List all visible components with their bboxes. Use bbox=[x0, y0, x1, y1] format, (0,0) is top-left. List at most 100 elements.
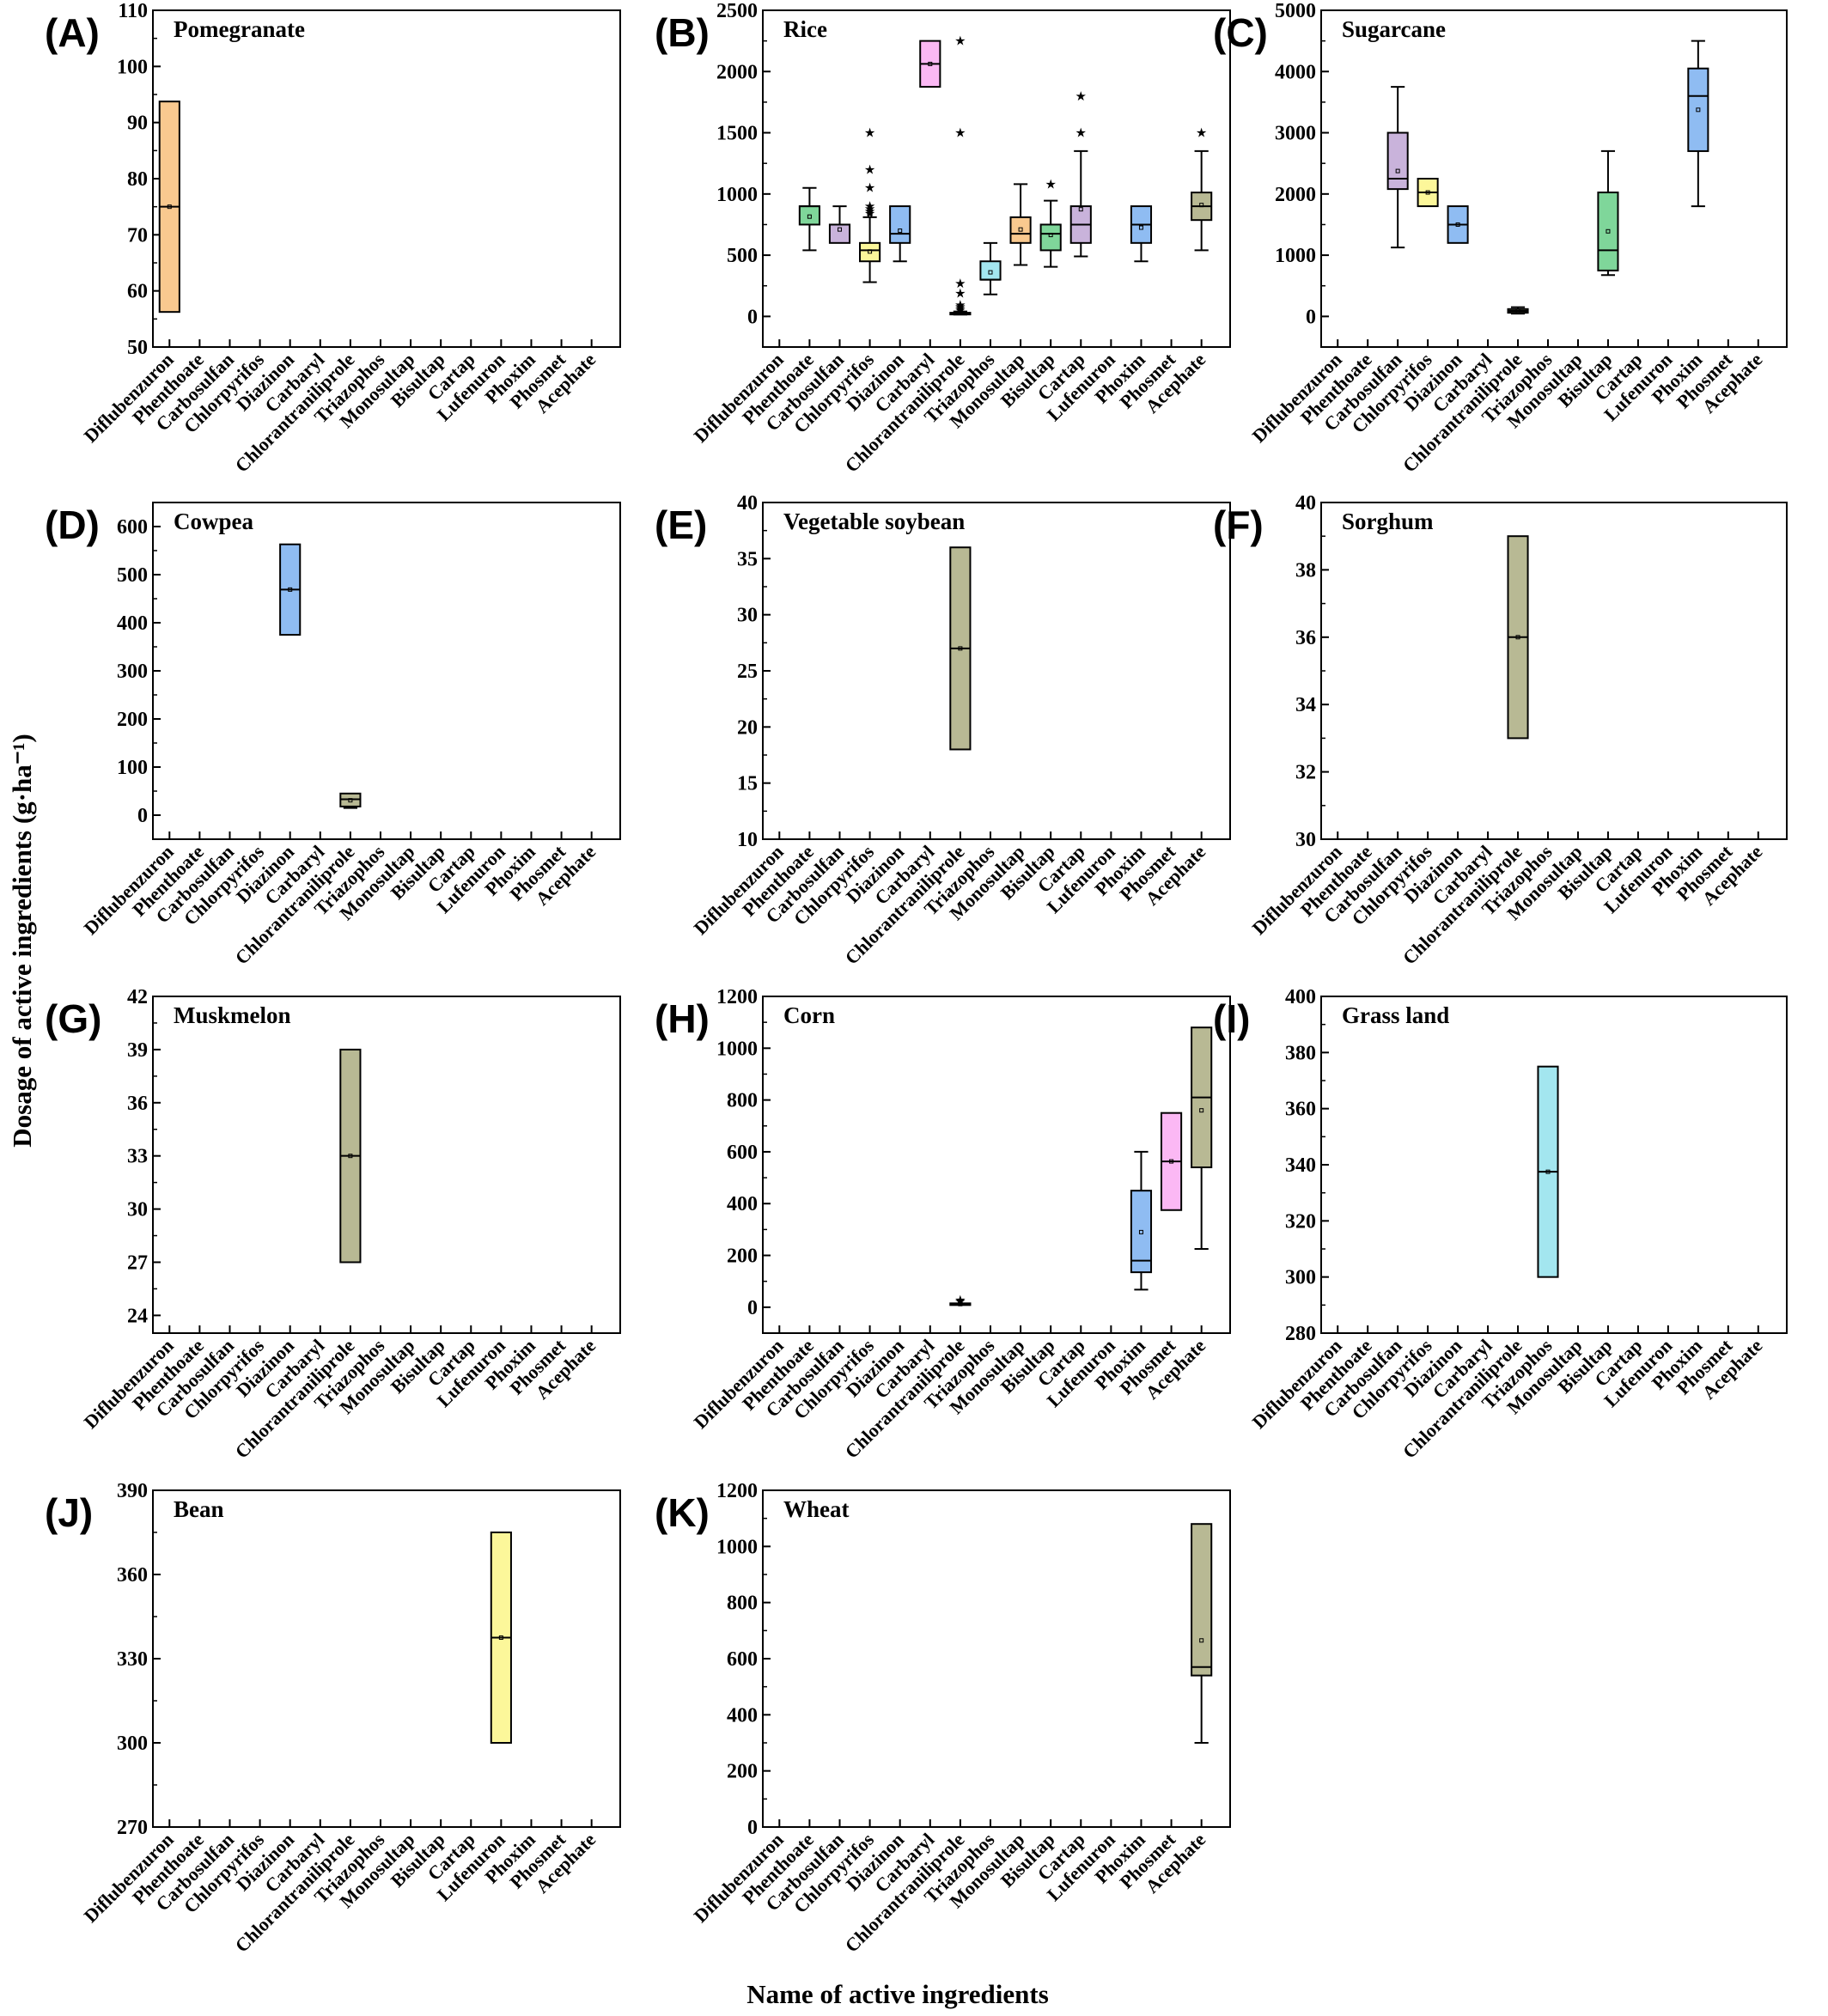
y-tick-label: 390 bbox=[117, 1480, 148, 1502]
box-mean bbox=[958, 1301, 963, 1306]
y-tick-label: 1500 bbox=[716, 123, 758, 145]
outlier-star: ★ bbox=[954, 33, 966, 49]
y-tick-label: 50 bbox=[127, 337, 148, 359]
y-tick-label: 100 bbox=[117, 56, 148, 78]
outlier-star: ★ bbox=[954, 297, 966, 313]
box-mean bbox=[1078, 207, 1083, 212]
box-chlorantraniliprole: ★★★★★★★★ bbox=[949, 33, 972, 318]
y-tick-label: 270 bbox=[117, 1817, 148, 1839]
box-iqr bbox=[1009, 216, 1032, 244]
panel-letter: (C) bbox=[1213, 10, 1268, 55]
box-mean bbox=[167, 204, 172, 210]
y-tick-label: 500 bbox=[727, 245, 758, 267]
y-tick-label: 40 bbox=[737, 492, 758, 515]
box-iqr bbox=[1039, 223, 1062, 252]
box-carbosulfan bbox=[828, 205, 851, 244]
y-tick-label: 200 bbox=[727, 1246, 758, 1268]
y-tick-label: 15 bbox=[737, 773, 758, 795]
y-tick-label: 1200 bbox=[716, 986, 758, 1008]
box-mean bbox=[958, 310, 963, 315]
box-phosmet bbox=[1160, 1112, 1183, 1211]
outlier-star: ★ bbox=[1075, 125, 1087, 141]
box-triazophos bbox=[979, 241, 1002, 295]
panel-rice: (B) Rice05001000150020002500Diflubenzuron… bbox=[655, 0, 1231, 477]
box-mean bbox=[1048, 233, 1053, 238]
panel-letter: (J) bbox=[45, 1490, 93, 1535]
panel-title: Vegetable soybean bbox=[783, 509, 965, 534]
panel-letter: (D) bbox=[45, 502, 100, 547]
plot-frame bbox=[1320, 9, 1788, 348]
y-tick-label: 500 bbox=[117, 564, 148, 587]
y-tick-label: 400 bbox=[727, 1704, 758, 1727]
outlier-star: ★ bbox=[954, 125, 966, 141]
y-tick-label: 360 bbox=[117, 1564, 148, 1587]
box-phoxim bbox=[1130, 205, 1153, 263]
box-mean bbox=[1199, 1638, 1204, 1643]
y-tick-label: 70 bbox=[127, 224, 148, 247]
box-mean bbox=[1696, 107, 1701, 113]
box-chlorantraniliprole bbox=[949, 546, 972, 751]
y-tick-label: 600 bbox=[727, 1142, 758, 1164]
box-chlorantraniliprole: ★★ bbox=[949, 1292, 972, 1309]
plot-frame bbox=[762, 9, 1231, 348]
panel-grass-land: (I) Grass land280300320340360380400Diflub… bbox=[1213, 986, 1788, 1463]
y-tick-label: 4000 bbox=[1275, 61, 1316, 83]
plot-frame bbox=[762, 996, 1231, 1334]
box-mean bbox=[1395, 168, 1400, 174]
y-tick-label: 10 bbox=[737, 829, 758, 851]
panel-wheat: (K) Wheat020040060080010001200Diflubenzur… bbox=[655, 1480, 1231, 1957]
plot-frame bbox=[152, 502, 621, 840]
box-phenthoate bbox=[798, 186, 820, 252]
outlier-star: ★ bbox=[1196, 125, 1207, 141]
box-chlorpyrifos bbox=[1417, 178, 1439, 208]
panel-letter: (E) bbox=[655, 502, 707, 547]
panel-letter: (F) bbox=[1213, 502, 1264, 547]
box-mean bbox=[837, 227, 842, 232]
y-axis-title: Dosage of active ingredients (g·ha⁻¹) bbox=[7, 734, 37, 1147]
panel-corn: (H) Corn020040060080010001200Diflubenzuro… bbox=[655, 986, 1231, 1463]
y-tick-label: 80 bbox=[127, 168, 148, 191]
y-tick-label: 27 bbox=[127, 1252, 148, 1274]
box-iqr bbox=[798, 205, 820, 226]
y-tick-label: 1000 bbox=[716, 1038, 758, 1060]
box-phoxim bbox=[1687, 40, 1709, 208]
box-iqr bbox=[889, 205, 911, 244]
outlier-star: ★ bbox=[864, 201, 875, 216]
plot-frame bbox=[762, 502, 1231, 840]
outlier-star: ★ bbox=[1075, 88, 1087, 104]
y-tick-label: 25 bbox=[737, 661, 758, 683]
outlier-star: ★ bbox=[864, 204, 875, 219]
panel-sugarcane: (C) Sugarcane010002000300040005000Diflube… bbox=[1213, 0, 1788, 477]
box-lufenuron bbox=[490, 1532, 512, 1744]
outlier-star: ★ bbox=[954, 285, 966, 301]
box-iqr bbox=[859, 241, 881, 263]
box-mean bbox=[348, 798, 353, 803]
y-tick-label: 30 bbox=[127, 1199, 148, 1221]
y-tick-label: 1000 bbox=[1275, 245, 1316, 267]
y-tick-label: 800 bbox=[727, 1090, 758, 1112]
box-mean bbox=[1515, 308, 1520, 314]
box-mean bbox=[1138, 225, 1143, 230]
box-phoxim bbox=[1130, 1150, 1153, 1291]
y-tick-label: 360 bbox=[1285, 1099, 1316, 1121]
panels-container: (A) Pomegranate5060708090100110Diflubenzu… bbox=[45, 0, 1788, 1957]
box-mean bbox=[898, 228, 903, 234]
y-tick-label: 110 bbox=[118, 0, 148, 22]
box-chlorantraniliprole bbox=[339, 1048, 362, 1264]
panel-title: Muskmelon bbox=[174, 1002, 291, 1028]
panel-pomegranate: (A) Pomegranate5060708090100110Diflubenzu… bbox=[45, 0, 621, 477]
y-tick-label: 1000 bbox=[716, 1536, 758, 1558]
box-mean bbox=[1199, 1108, 1204, 1113]
panel-title: Pomegranate bbox=[174, 16, 305, 42]
y-tick-label: 200 bbox=[727, 1761, 758, 1783]
y-tick-label: 300 bbox=[1285, 1267, 1316, 1289]
y-tick-label: 300 bbox=[117, 1733, 148, 1755]
box-diazinon bbox=[1447, 205, 1469, 244]
outlier-star: ★ bbox=[954, 1294, 966, 1309]
outlier-star: ★ bbox=[864, 198, 875, 214]
panel-letter: (I) bbox=[1213, 996, 1250, 1041]
box-bisultap bbox=[1597, 149, 1619, 277]
box-mean bbox=[1425, 190, 1430, 195]
y-tick-label: 35 bbox=[737, 548, 758, 570]
box-chlorantraniliprole bbox=[1507, 535, 1529, 740]
